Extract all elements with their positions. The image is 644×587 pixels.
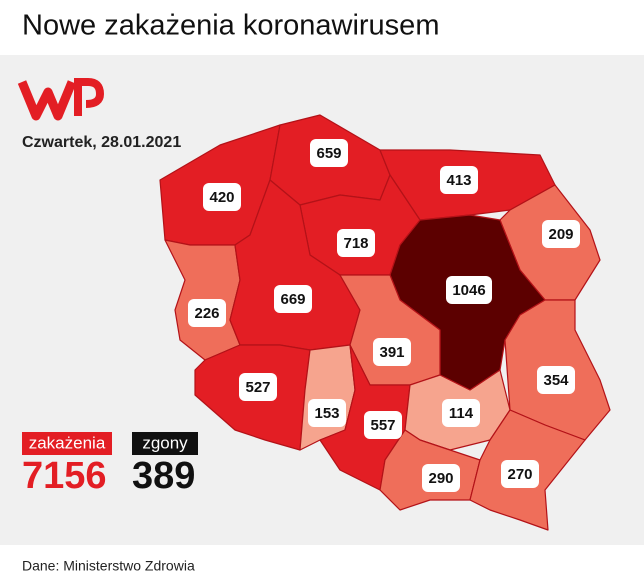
logo — [17, 80, 77, 121]
region-label-box — [422, 464, 460, 492]
deaths-label-box — [132, 432, 198, 455]
region-value: 391 — [379, 344, 404, 361]
cases-label-box — [22, 432, 112, 455]
region-value: 413 — [446, 172, 471, 189]
region-value: 153 — [314, 405, 339, 422]
region-value: 527 — [245, 379, 270, 396]
region-value: 669 — [280, 291, 305, 308]
region-labels: 420 659 413 209 718 1046 226 669 391 354 527 153 557… — [188, 139, 580, 492]
region-value: 209 — [548, 226, 573, 243]
date: Czwartek, 28.01.2021 — [22, 134, 181, 151]
region-label-box — [501, 460, 539, 488]
region-label-box — [274, 285, 312, 313]
region-value: 420 — [209, 189, 234, 206]
region-value: 114 — [449, 405, 474, 422]
region-label-box — [337, 229, 375, 257]
region-value: 290 — [428, 470, 453, 487]
region-value: 270 — [507, 466, 532, 483]
region-value: 1046 — [452, 282, 485, 299]
region-label-box — [203, 183, 241, 211]
region-value: 659 — [316, 145, 341, 162]
region-value: 354 — [543, 372, 569, 389]
region-label-box — [440, 166, 478, 194]
logo — [74, 78, 105, 116]
region-value: 557 — [370, 417, 395, 434]
region-label-box — [542, 220, 580, 248]
region-label-box — [310, 139, 348, 167]
region-label-box — [442, 399, 480, 427]
region-value: 226 — [194, 305, 219, 322]
region-label-box — [373, 338, 411, 366]
cases-label: zakażenia — [29, 433, 106, 452]
title: Nowe zakażenia koronawirusem — [22, 10, 439, 42]
source: Dane: Ministerstwo Zdrowia — [22, 558, 195, 574]
region-label-box — [446, 276, 492, 304]
region-label-box — [239, 373, 277, 401]
cases-value: 7156 — [22, 455, 107, 497]
deaths-value: 389 — [132, 455, 195, 497]
region-value: 718 — [343, 235, 368, 252]
region-label-box — [308, 399, 346, 427]
region-label-box — [537, 366, 575, 394]
region-label-box — [364, 411, 402, 439]
deaths-label: zgony — [142, 433, 188, 452]
region-label-box — [188, 299, 226, 327]
